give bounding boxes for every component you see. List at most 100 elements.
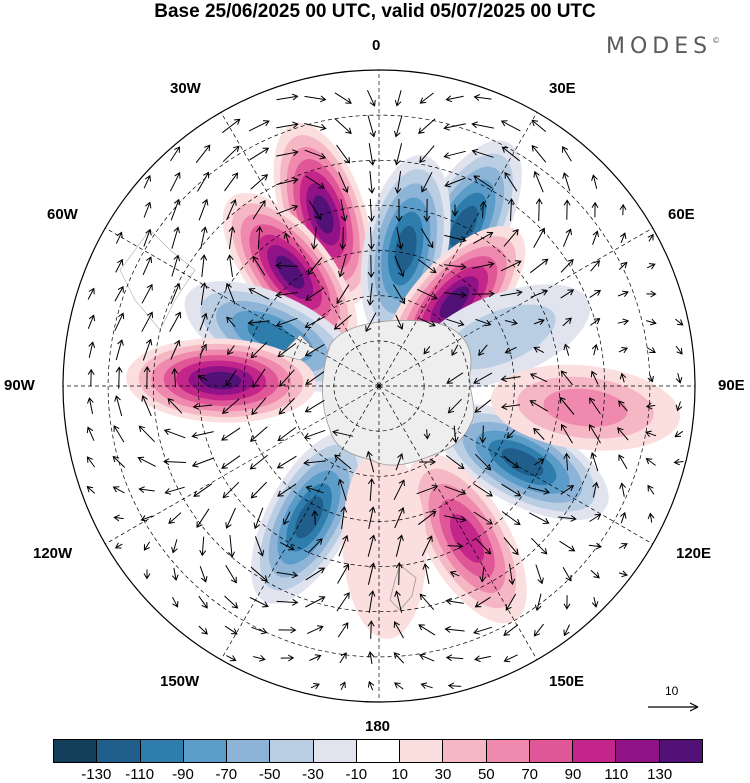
wind-arrow (334, 92, 352, 104)
wind-arrow (501, 146, 520, 162)
wind-arrow (367, 534, 376, 557)
lon-label-60W: 60W (47, 206, 78, 223)
wind-arrow (443, 150, 466, 159)
wind-arrow (143, 541, 151, 551)
wind-arrow (646, 290, 657, 298)
wind-arrow (337, 563, 350, 584)
wind-arrow (367, 651, 375, 665)
wind-arrow (114, 395, 123, 417)
wind-arrow (198, 625, 208, 635)
wind-arrow (395, 198, 403, 222)
wind-arrow (250, 174, 269, 190)
wind-arrow (530, 537, 548, 555)
lon-label-120W: 120W (33, 545, 73, 562)
wind-arrow (367, 620, 375, 639)
wind-reference-label: 10 (665, 684, 679, 698)
wind-arrow (276, 598, 299, 606)
wind-arrow (418, 317, 436, 327)
wind-arrow (500, 375, 521, 383)
anomaly-contour (342, 448, 427, 639)
wind-arrow (478, 344, 488, 356)
wind-arrow (563, 452, 571, 471)
colorbar-segment (226, 740, 270, 762)
wind-arrow (279, 369, 295, 387)
wind-arrow (225, 565, 237, 584)
wind-vectors (86, 89, 684, 691)
wind-arrow (562, 317, 572, 327)
colorbar-segment (615, 740, 659, 762)
wind-arrow (164, 486, 185, 495)
wind-arrow (226, 316, 236, 328)
wind-arrow (423, 198, 431, 222)
lon-label-30W: 30W (170, 80, 201, 97)
wind-arrow (619, 482, 626, 497)
wind-arrow (473, 511, 494, 525)
wind-arrow (501, 483, 522, 497)
wind-arrow (367, 254, 375, 278)
wind-arrow (451, 425, 459, 444)
wind-arrow (421, 171, 433, 193)
wind-arrow (646, 318, 657, 326)
wind-arrow (501, 511, 521, 526)
anomaly-blob-negative (184, 281, 361, 392)
wind-arrow (365, 312, 377, 333)
wind-arrow (589, 513, 602, 522)
wind-arrow (191, 431, 214, 439)
lon-label-150E: 150E (549, 673, 585, 690)
wind-arrow (249, 426, 268, 442)
wind-arrow (141, 395, 152, 417)
wind-arrow (87, 314, 96, 329)
wind-arrow (394, 171, 402, 194)
wind-arrow (88, 341, 96, 358)
wind-arrow (500, 120, 521, 132)
wind-arrow (86, 456, 96, 468)
wind-arrow (283, 232, 291, 243)
wind-arrow (334, 118, 352, 135)
wind-arrow (367, 478, 375, 502)
wind-arrow (309, 654, 322, 661)
wind-arrow (332, 429, 354, 437)
wind-arrow (421, 535, 433, 557)
wind-arrow (559, 396, 575, 415)
wind-arrow (395, 534, 404, 557)
wind-arrow (277, 483, 297, 497)
wind-arrow (276, 177, 299, 186)
colorbar-tick-label: 130 (647, 766, 673, 783)
wind-arrow (253, 507, 264, 530)
wind-arrow (589, 289, 602, 299)
lon-label-0: 0 (372, 37, 381, 54)
wind-arrow (500, 403, 521, 411)
wind-arrow (114, 542, 123, 549)
wind-arrow (224, 172, 239, 192)
wind-arrow (533, 346, 545, 354)
wind-arrow (416, 288, 438, 300)
wind-arrow (304, 316, 325, 328)
wind-arrow (422, 563, 430, 584)
lon-label-60E: 60E (668, 206, 695, 223)
wind-arrow (394, 590, 403, 613)
colorbar-segment (139, 740, 183, 762)
wind-arrow (251, 397, 267, 416)
wind-arrow (276, 149, 299, 157)
wind-arrow (506, 429, 516, 439)
wind-arrow (340, 199, 348, 222)
wind-arrow (304, 343, 325, 357)
wind-arrow (473, 483, 494, 497)
latitude-circle (107, 114, 651, 658)
wind-arrow (675, 401, 683, 412)
wind-arrow (198, 595, 208, 609)
lon-label-150W: 150W (160, 673, 200, 690)
wind-arrow (367, 198, 375, 222)
anomaly-contour (247, 320, 298, 353)
wind-arrow (114, 285, 124, 302)
wind-arrow (561, 423, 573, 444)
wind-arrow (503, 228, 519, 247)
wind-arrow (503, 624, 519, 636)
wind-arrow (645, 458, 656, 466)
colorbar (53, 739, 703, 763)
anomaly-contour (275, 255, 305, 289)
wind-arrow (590, 451, 599, 472)
wind-arrow (195, 144, 211, 164)
colorbar-segment (54, 740, 97, 762)
wind-arrow (503, 537, 519, 556)
